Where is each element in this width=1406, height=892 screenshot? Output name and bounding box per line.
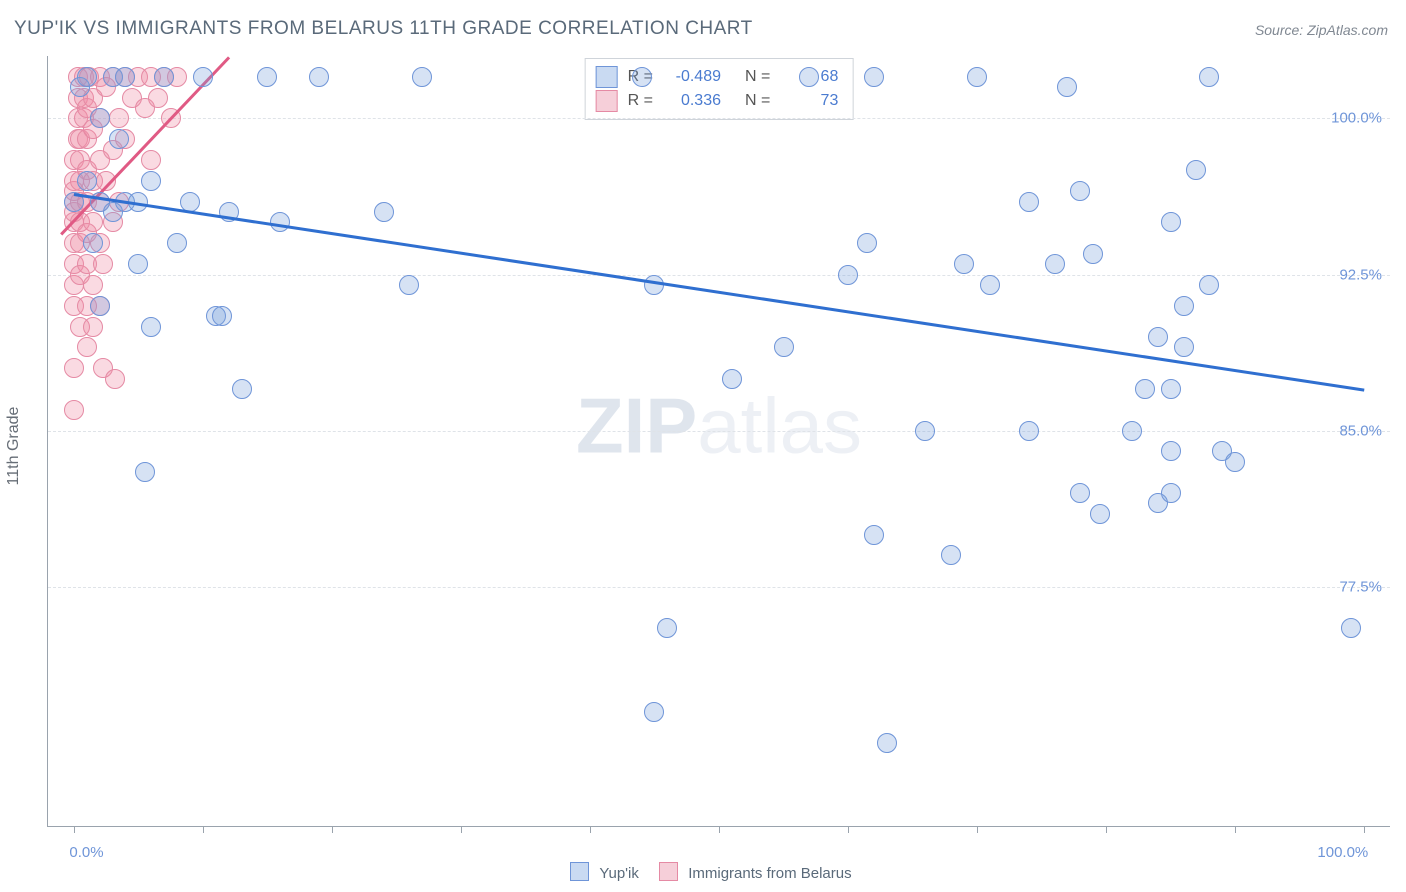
point-yupik — [857, 233, 877, 253]
point-yupik — [128, 254, 148, 274]
point-yupik — [412, 67, 432, 87]
point-yupik — [212, 306, 232, 326]
point-yupik — [1161, 441, 1181, 461]
point-belarus — [77, 337, 97, 357]
point-belarus — [141, 150, 161, 170]
point-yupik — [1070, 483, 1090, 503]
point-belarus — [148, 88, 168, 108]
point-yupik — [167, 233, 187, 253]
point-yupik — [967, 67, 987, 87]
swatch-yupik — [596, 66, 618, 88]
point-yupik — [1199, 275, 1219, 295]
point-yupik — [77, 67, 97, 87]
point-yupik — [141, 317, 161, 337]
point-yupik — [115, 67, 135, 87]
point-yupik — [877, 733, 897, 753]
x-tick-label: 100.0% — [1317, 844, 1368, 861]
legend-label-yupik: Yup'ik — [599, 865, 639, 882]
point-yupik — [722, 369, 742, 389]
point-yupik — [1148, 327, 1168, 347]
point-yupik — [83, 233, 103, 253]
point-yupik — [864, 67, 884, 87]
point-yupik — [135, 462, 155, 482]
swatch-belarus-bottom — [659, 862, 678, 881]
point-yupik — [154, 67, 174, 87]
point-belarus — [64, 400, 84, 420]
swatch-yupik-bottom — [570, 862, 589, 881]
point-yupik — [1341, 618, 1361, 638]
point-yupik — [980, 275, 1000, 295]
point-yupik — [1019, 192, 1039, 212]
point-yupik — [399, 275, 419, 295]
y-axis-title: 11th Grade — [5, 407, 23, 486]
point-yupik — [864, 525, 884, 545]
y-tick-label: 100.0% — [1331, 110, 1382, 127]
point-yupik — [915, 421, 935, 441]
point-yupik — [1161, 483, 1181, 503]
point-yupik — [838, 265, 858, 285]
point-yupik — [1045, 254, 1065, 274]
point-yupik — [644, 275, 664, 295]
point-yupik — [1057, 77, 1077, 97]
point-belarus — [83, 317, 103, 337]
point-yupik — [1090, 504, 1110, 524]
point-yupik — [1199, 67, 1219, 87]
point-yupik — [1135, 379, 1155, 399]
y-tick-label: 77.5% — [1339, 578, 1382, 595]
point-yupik — [1174, 337, 1194, 357]
scatter-plot-area: ZIPatlas R = -0.489 N = 68 R = 0.336 N =… — [47, 56, 1390, 827]
source-attribution: Source: ZipAtlas.com — [1255, 22, 1388, 38]
point-yupik — [90, 108, 110, 128]
point-yupik — [374, 202, 394, 222]
point-yupik — [90, 296, 110, 316]
point-belarus — [83, 275, 103, 295]
point-belarus — [83, 212, 103, 232]
point-belarus — [64, 358, 84, 378]
point-belarus — [109, 108, 129, 128]
series-legend: Yup'ik Immigrants from Belarus — [0, 862, 1406, 882]
point-yupik — [1083, 244, 1103, 264]
point-yupik — [1122, 421, 1142, 441]
point-yupik — [1174, 296, 1194, 316]
point-yupik — [193, 67, 213, 87]
point-yupik — [232, 379, 252, 399]
legend-row-belarus: R = 0.336 N = 73 — [596, 89, 839, 113]
point-belarus — [93, 254, 113, 274]
point-yupik — [1019, 421, 1039, 441]
point-yupik — [657, 618, 677, 638]
point-yupik — [632, 67, 652, 87]
point-yupik — [257, 67, 277, 87]
point-yupik — [141, 171, 161, 191]
point-yupik — [77, 171, 97, 191]
point-yupik — [1161, 379, 1181, 399]
watermark: ZIPatlas — [576, 380, 862, 471]
point-yupik — [309, 67, 329, 87]
point-yupik — [799, 67, 819, 87]
point-yupik — [954, 254, 974, 274]
chart-title: YUP'IK VS IMMIGRANTS FROM BELARUS 11TH G… — [14, 18, 753, 40]
swatch-belarus — [596, 90, 618, 112]
y-tick-label: 92.5% — [1339, 266, 1382, 283]
legend-label-belarus: Immigrants from Belarus — [688, 865, 851, 882]
point-yupik — [644, 702, 664, 722]
point-yupik — [109, 129, 129, 149]
point-yupik — [1225, 452, 1245, 472]
y-tick-label: 85.0% — [1339, 422, 1382, 439]
point-yupik — [1070, 181, 1090, 201]
point-yupik — [941, 545, 961, 565]
point-yupik — [1161, 212, 1181, 232]
point-yupik — [1186, 160, 1206, 180]
x-tick-label: 0.0% — [69, 844, 103, 861]
point-belarus — [105, 369, 125, 389]
point-yupik — [774, 337, 794, 357]
